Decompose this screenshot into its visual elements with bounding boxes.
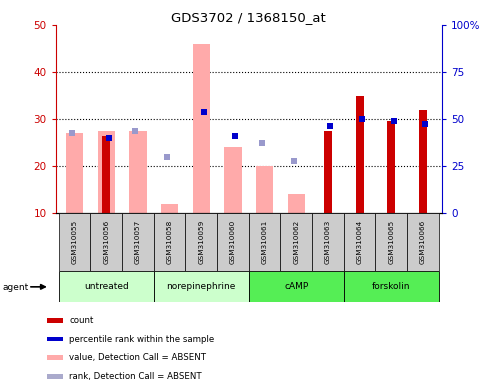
Text: GSM310063: GSM310063 — [325, 220, 331, 264]
Text: value, Detection Call = ABSENT: value, Detection Call = ABSENT — [69, 353, 206, 362]
Text: rank, Detection Call = ABSENT: rank, Detection Call = ABSENT — [69, 372, 202, 381]
Text: norepinephrine: norepinephrine — [167, 282, 236, 291]
Bar — [185, 213, 217, 271]
Bar — [66, 133, 83, 213]
Bar — [344, 271, 439, 302]
Bar — [344, 213, 375, 271]
Bar — [193, 44, 210, 213]
Text: GSM310066: GSM310066 — [420, 220, 426, 264]
Bar — [312, 213, 344, 271]
Bar — [59, 271, 154, 302]
Text: GSM310064: GSM310064 — [356, 220, 363, 264]
Bar — [102, 136, 110, 213]
Bar — [249, 213, 281, 271]
Bar — [249, 271, 344, 302]
Text: percentile rank within the sample: percentile rank within the sample — [69, 334, 214, 344]
Text: GSM310059: GSM310059 — [198, 220, 204, 264]
Bar — [129, 131, 147, 213]
Text: GSM310061: GSM310061 — [262, 220, 268, 264]
Bar — [47, 336, 63, 341]
Text: GSM310060: GSM310060 — [230, 220, 236, 264]
Bar — [375, 213, 407, 271]
Text: GSM310055: GSM310055 — [71, 220, 78, 264]
Text: count: count — [69, 316, 93, 324]
Text: agent: agent — [2, 283, 28, 292]
Bar — [98, 131, 115, 213]
Bar — [419, 110, 427, 213]
Bar — [287, 194, 305, 213]
Text: GSM310057: GSM310057 — [135, 220, 141, 264]
Bar — [154, 271, 249, 302]
Bar — [217, 213, 249, 271]
Text: GSM310062: GSM310062 — [293, 220, 299, 264]
Bar — [407, 213, 439, 271]
Bar — [256, 166, 273, 213]
Text: GSM310065: GSM310065 — [388, 220, 394, 264]
Text: forskolin: forskolin — [372, 282, 411, 291]
Bar — [154, 213, 185, 271]
Bar — [47, 374, 63, 379]
Bar — [90, 213, 122, 271]
Bar — [161, 204, 178, 213]
Bar — [59, 213, 90, 271]
Text: GSM310058: GSM310058 — [167, 220, 172, 264]
Text: untreated: untreated — [84, 282, 128, 291]
Bar — [224, 147, 242, 213]
Bar — [324, 131, 332, 213]
Text: cAMP: cAMP — [284, 282, 308, 291]
Bar — [122, 213, 154, 271]
Text: GSM310056: GSM310056 — [103, 220, 109, 264]
Bar — [47, 318, 63, 323]
Bar — [387, 121, 395, 213]
Bar — [281, 213, 312, 271]
Bar — [355, 96, 364, 213]
Title: GDS3702 / 1368150_at: GDS3702 / 1368150_at — [171, 11, 326, 24]
Bar — [47, 356, 63, 360]
